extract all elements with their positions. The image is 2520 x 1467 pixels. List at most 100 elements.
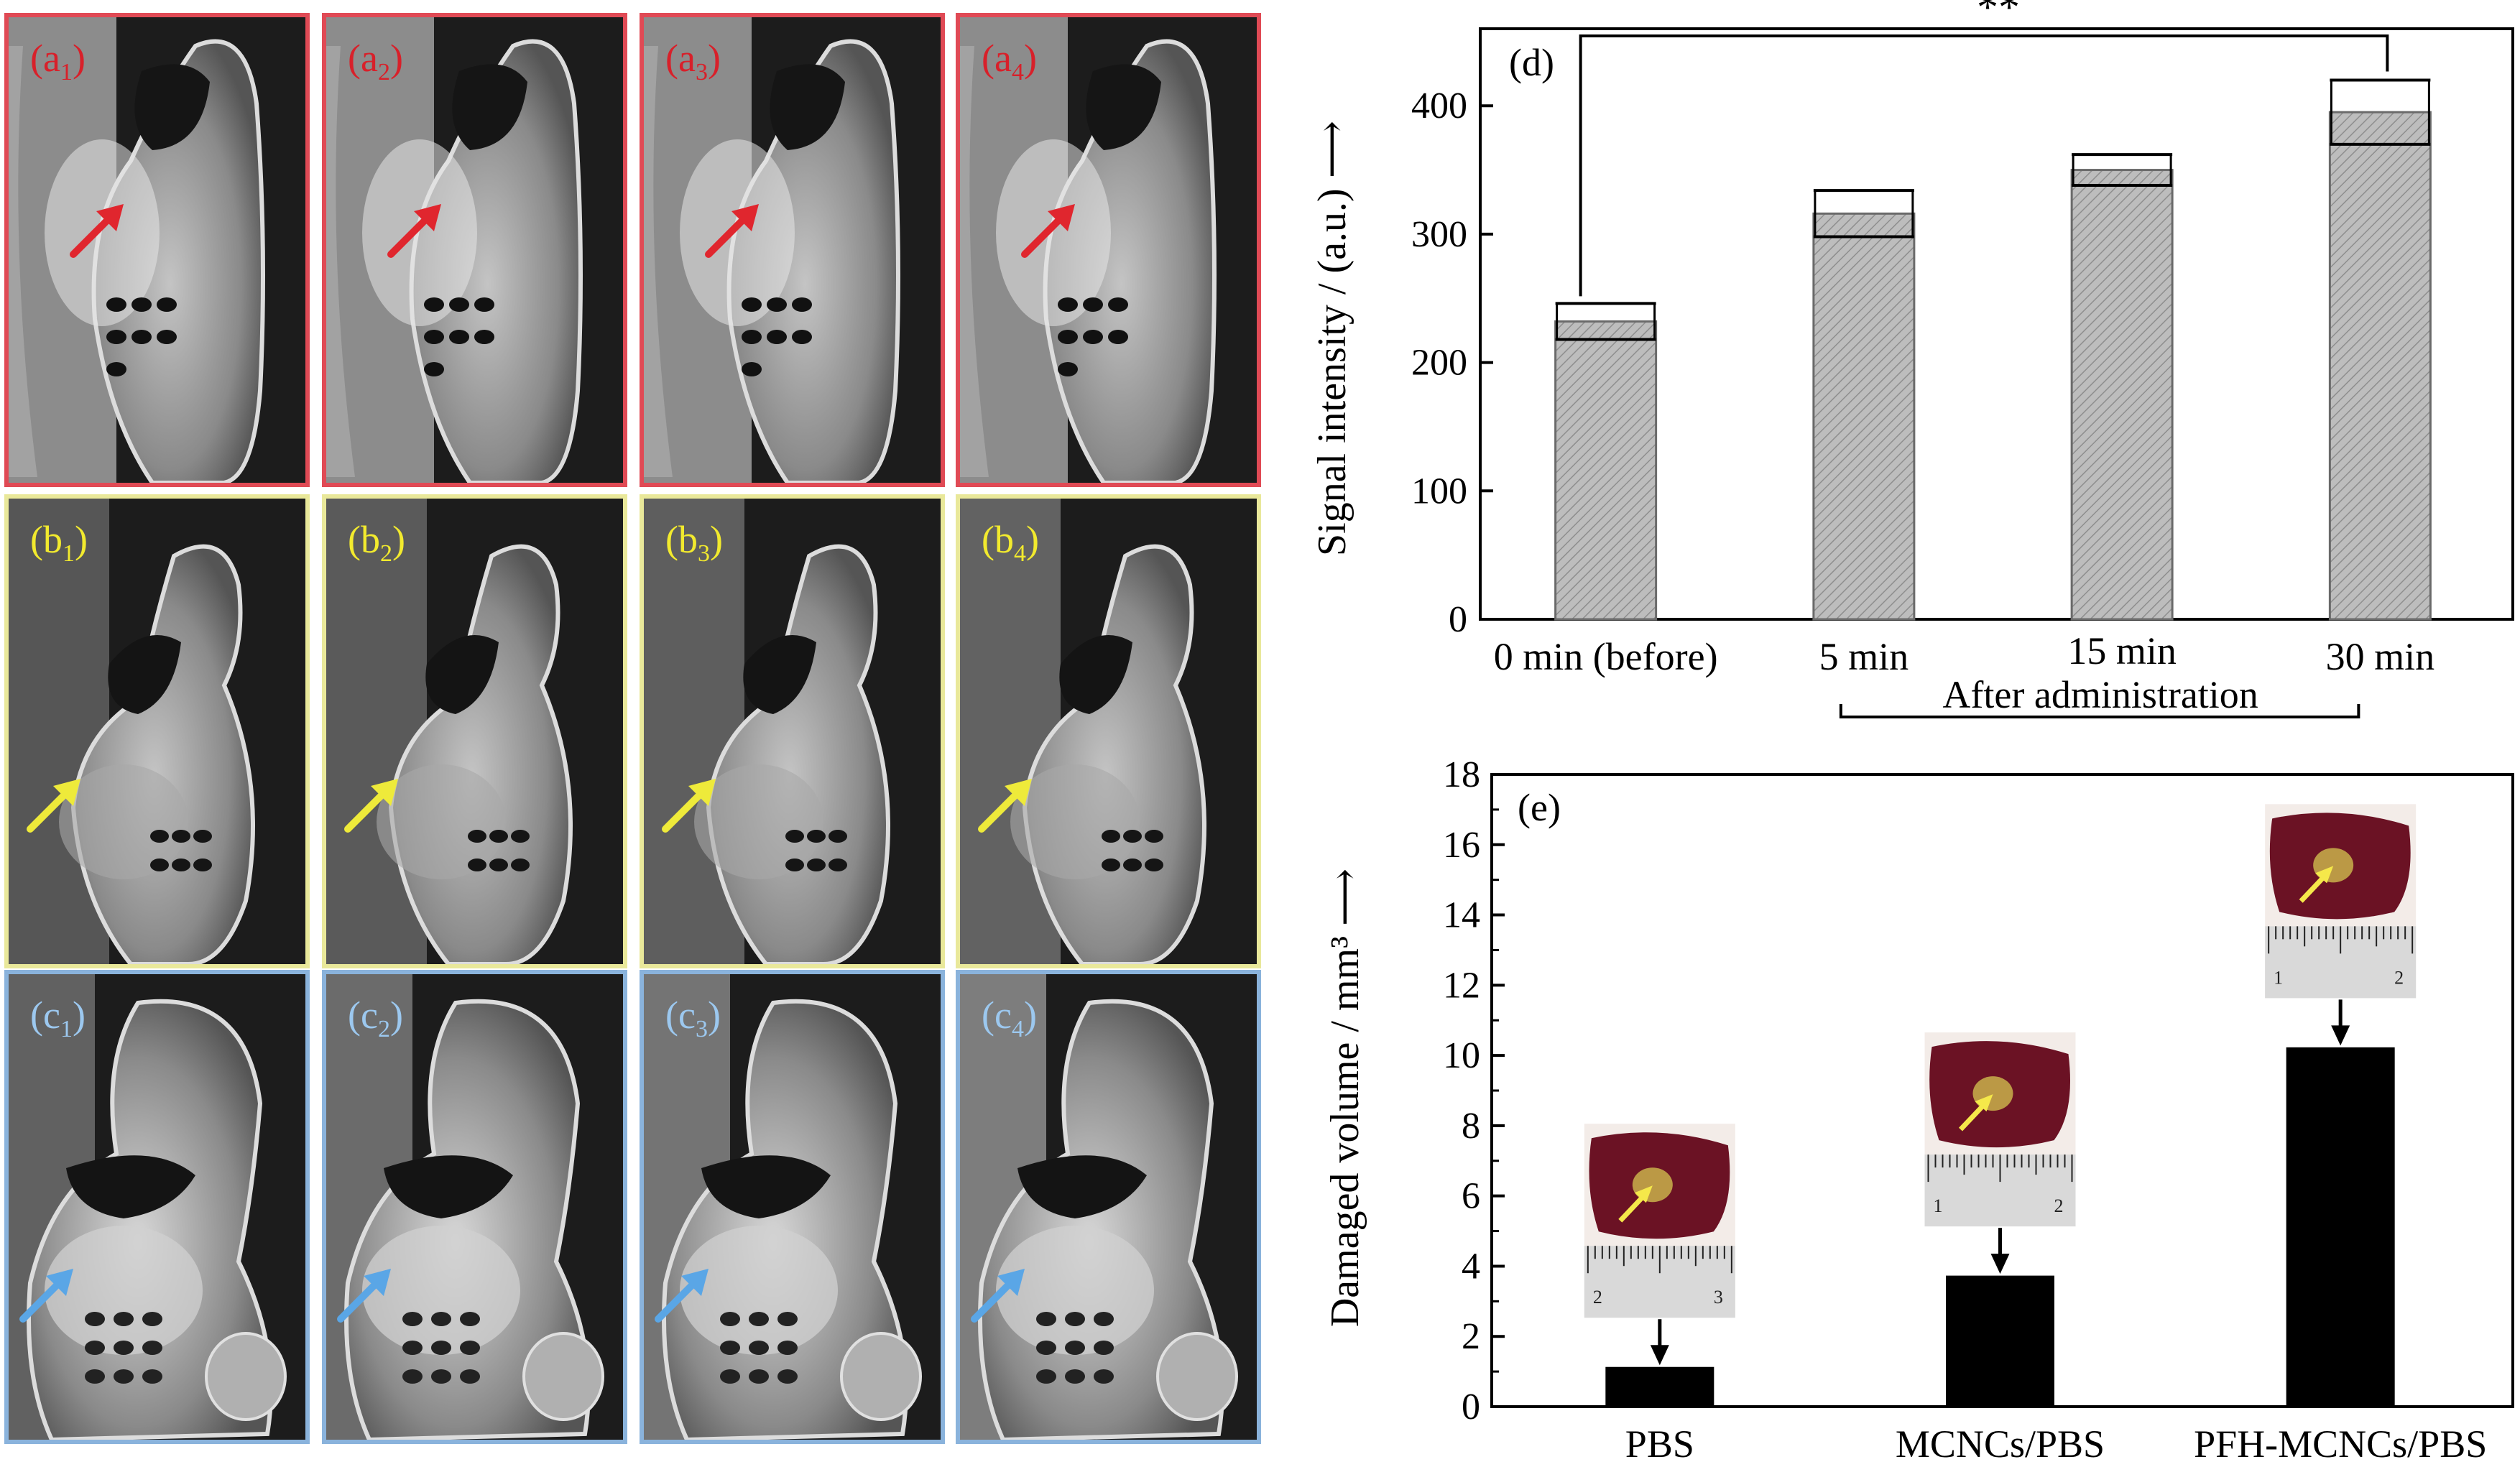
arrow-icon bbox=[2299, 872, 2328, 903]
mri-panel-a4: (a4) bbox=[956, 13, 1261, 487]
mri-cavity bbox=[425, 635, 499, 714]
mri-cavity bbox=[452, 64, 527, 150]
panel-label: (a2) bbox=[348, 36, 403, 86]
x-tick-label: PFH-MCNCs/PBS bbox=[2194, 1422, 2487, 1466]
y-tick-label: 0 bbox=[1449, 599, 1467, 640]
panel-label: (c1) bbox=[30, 993, 86, 1043]
x-tick-label: 5 min bbox=[1819, 635, 1909, 678]
y-tick-label: 4 bbox=[1462, 1246, 1480, 1287]
panel-label-close: ) bbox=[389, 37, 403, 80]
panel-label-letter: (a bbox=[665, 37, 696, 80]
panel-label: (b1) bbox=[30, 517, 88, 568]
mri-panel-b2: (b2) bbox=[322, 494, 627, 968]
y-tick-label: 0 bbox=[1462, 1387, 1480, 1427]
x-tick-label: 30 min bbox=[2326, 635, 2435, 678]
mri-image bbox=[644, 17, 941, 483]
bar bbox=[1605, 1366, 1714, 1408]
mri-image bbox=[960, 499, 1257, 964]
arrow-icon bbox=[978, 779, 1032, 833]
group-label: After administration bbox=[1942, 673, 2258, 716]
y-tick-label: 8 bbox=[1462, 1106, 1480, 1147]
significance-label: ** bbox=[1977, 0, 2020, 31]
mri-image bbox=[9, 974, 305, 1440]
mri-organ bbox=[840, 1332, 922, 1421]
arrow-head bbox=[1990, 1254, 2010, 1274]
mri-tumor bbox=[45, 139, 160, 326]
mri-tumor bbox=[680, 1226, 838, 1355]
mri-image bbox=[644, 974, 941, 1440]
y-axis-label: Damaged volume / mm³ ⟶ bbox=[1323, 869, 1367, 1327]
panel-label-index: 2 bbox=[377, 58, 390, 85]
ruler-label: 2 bbox=[2394, 967, 2404, 988]
mri-organ bbox=[205, 1332, 287, 1421]
y-tick-label: 10 bbox=[1443, 1035, 1480, 1076]
panel-label-close: ) bbox=[709, 518, 723, 561]
panel-label-close: ) bbox=[707, 994, 721, 1037]
arrow-icon bbox=[344, 779, 398, 833]
panel-label-letter: (a bbox=[982, 37, 1012, 80]
panel-label: (b3) bbox=[665, 517, 723, 568]
panel-label-close: ) bbox=[389, 994, 403, 1037]
y-tick-label: 2 bbox=[1462, 1316, 1480, 1357]
arrow-icon bbox=[387, 204, 441, 258]
panel-label-index: 3 bbox=[695, 1015, 708, 1042]
panel-label-index: 4 bbox=[1011, 1015, 1024, 1042]
panel-label: (c2) bbox=[348, 993, 403, 1043]
arrow-icon bbox=[19, 1269, 73, 1323]
panel-label-letter: (c bbox=[30, 994, 60, 1037]
mri-panel-b4: (b4) bbox=[956, 494, 1261, 968]
mri-panel-b1: (b1) bbox=[4, 494, 310, 968]
mri-tumor bbox=[59, 764, 188, 879]
bar bbox=[2328, 111, 2432, 621]
arrow-icon bbox=[1021, 204, 1075, 258]
panel-label-letter: (b bbox=[982, 518, 1014, 561]
y-tick-label: 16 bbox=[1443, 825, 1480, 866]
panel-label-index: 1 bbox=[60, 58, 73, 85]
mri-panel-b3: (b3) bbox=[640, 494, 945, 968]
mri-cavity bbox=[701, 1155, 831, 1218]
ruler-label: 2 bbox=[2054, 1195, 2064, 1216]
bar bbox=[2070, 169, 2174, 621]
mri-tumor bbox=[694, 764, 823, 879]
arrow-head bbox=[2331, 1025, 2350, 1046]
y-tick-label: 100 bbox=[1411, 471, 1467, 512]
mri-tumor bbox=[377, 764, 506, 879]
mri-cavity bbox=[1017, 1155, 1147, 1218]
mri-cavity bbox=[108, 635, 181, 714]
mri-tumor bbox=[996, 139, 1111, 326]
mri-panel-c2: (c2) bbox=[322, 970, 627, 1444]
ruler-label: 1 bbox=[2274, 967, 2283, 988]
x-tick-label: 15 min bbox=[2067, 629, 2177, 672]
group-bracket bbox=[1839, 704, 2360, 718]
panel-label: (a4) bbox=[982, 36, 1037, 86]
mri-image bbox=[326, 974, 623, 1440]
y-tick-label: 18 bbox=[1443, 754, 1480, 795]
panel-label-close: ) bbox=[72, 994, 86, 1037]
mri-image bbox=[9, 17, 305, 483]
panel-label-index: 2 bbox=[377, 1015, 390, 1042]
panel-label: (a3) bbox=[665, 36, 721, 86]
arrow-icon bbox=[1958, 1101, 1988, 1132]
panel-label-close: ) bbox=[1023, 37, 1037, 80]
mri-cavity bbox=[1086, 64, 1161, 150]
panel-label-letter: (a bbox=[348, 37, 378, 80]
mri-cavity bbox=[134, 64, 210, 150]
bar bbox=[2286, 1047, 2395, 1408]
panel-label: (c3) bbox=[665, 993, 721, 1043]
panel-label-letter: (b bbox=[348, 518, 380, 561]
mri-tumor bbox=[362, 1226, 520, 1355]
mri-tumor bbox=[362, 139, 477, 326]
ruler-label: 3 bbox=[1714, 1287, 1723, 1308]
arrow-icon bbox=[70, 204, 124, 258]
panel-label: (e) bbox=[1518, 786, 1561, 829]
mri-tumor bbox=[1010, 764, 1140, 879]
panel-label-index: 1 bbox=[60, 1015, 73, 1042]
mri-cavity bbox=[770, 64, 845, 150]
x-tick-label: PBS bbox=[1625, 1422, 1694, 1466]
bar bbox=[1554, 320, 1658, 621]
arrow-icon bbox=[27, 779, 80, 833]
panel-label-close: ) bbox=[72, 37, 86, 80]
